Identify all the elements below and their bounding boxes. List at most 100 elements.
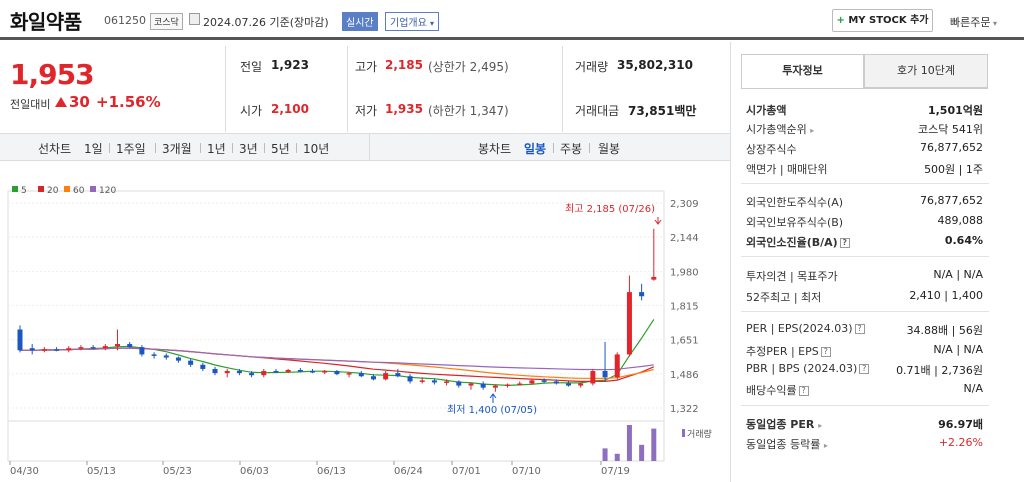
par-value: 500원 | 1주 [924,163,983,176]
realtime-button[interactable]: 실시간 [342,12,378,31]
candle-body [626,292,632,355]
candle-body [407,376,413,382]
candle-body [66,348,72,351]
corp-overview-dropdown[interactable]: 기업개요 ▾ [385,12,440,31]
y-tick-label: 2,309 [670,199,699,210]
industry-per-value: 96.97배 [938,418,983,431]
legend-label: 60 [73,186,85,196]
high-label: 고가 [355,60,378,74]
week52-value: 2,410 | 1,400 [909,289,983,302]
prev-close-label: 전일 [240,60,263,74]
candle-body [578,383,584,386]
pbr-label: PBR | BPS (2024.03)? [746,362,870,375]
candle-body [310,371,316,373]
candle-daily[interactable]: 일봉 [524,142,547,156]
candle-body [249,373,255,376]
par-label: 액면가 | 매매단위 [746,163,828,176]
candle-body [224,371,230,374]
shares-label: 상장주식수 [746,143,797,156]
foreign-hold-label: 외국인보유주식수(B) [746,216,844,229]
change-amount: 30 [69,93,90,111]
period-bar [0,133,730,161]
y-tick-label: 1,486 [670,370,699,381]
candle-body [200,364,206,369]
max-price-annotation: 최고 2,185 (07/26) [565,203,655,215]
volume-bar [626,425,632,461]
low-value: 1,935 [385,102,423,116]
candle-chart-label[interactable]: 봉차트 [478,142,512,156]
x-tick-label: 05/23 [163,466,192,477]
foreign-hold-value: 489,088 [937,214,984,227]
candle-monthly[interactable]: 월봉 [598,142,621,156]
high-value: 2,185 [385,58,423,72]
separator [553,143,554,153]
open-value: 2,100 [271,102,309,116]
moving-average-line [20,347,654,371]
period-1y[interactable]: 1년 [207,142,226,156]
candle-body [553,381,559,384]
candle-body [322,371,328,373]
period-3y[interactable]: 3년 [239,142,258,156]
candle-body [163,355,169,358]
volume-legend-swatch [682,429,685,437]
candle-body [468,383,474,386]
chevron-down-icon: ▾ [430,19,435,28]
industry-rate-value: +2.26% [938,436,983,449]
trade-value: 73,851백만 [628,104,697,118]
lower-limit: (하한가 1,347) [428,104,509,118]
divider [347,46,348,132]
separator [200,143,201,153]
help-icon[interactable]: ? [798,386,809,396]
candle-body [17,329,23,351]
x-tick-label: 04/30 [10,466,39,477]
invest-info-panel [730,42,1024,482]
candle-body [102,346,108,349]
quick-order-dropdown[interactable]: 빠른주문 ▾ [950,14,997,30]
x-tick-label: 05/13 [87,466,116,477]
moving-average-line [20,319,655,387]
period-1w[interactable]: 1주일 [116,142,146,156]
help-icon[interactable]: ? [820,347,831,357]
corp-overview-label: 기업개요 [390,18,427,29]
foreign-limit-value: 76,877,652 [920,194,983,207]
rank-label[interactable]: 시가총액순위 ▸ [746,123,815,136]
legend-label: 20 [47,186,59,196]
candle-body [541,380,547,382]
stock-code: 061250 [104,14,146,27]
upper-limit: (상한가 2,495) [428,60,509,74]
candle-body [285,369,291,373]
pbr-value: 0.71배 | 2,736원 [896,364,983,377]
period-5y[interactable]: 5년 [271,142,290,156]
candle-body [212,368,218,374]
stock-header [0,0,1024,40]
candle-body [590,371,596,384]
period-3m[interactable]: 3개월 [162,142,192,156]
candle-body [444,381,450,383]
tab-invest-info[interactable]: 투자정보 [741,54,864,88]
period-1d[interactable]: 1일 [84,142,103,156]
up-arrow-icon [489,393,497,403]
candle-body [383,373,389,380]
help-icon[interactable]: ? [859,364,870,374]
line-chart-label[interactable]: 선차트 [38,142,72,156]
y-tick-label: 2,144 [670,233,699,244]
divider [369,133,370,161]
shares-value: 76,877,652 [920,141,983,154]
prev-close-value: 1,923 [271,58,309,72]
candle-body [115,344,121,347]
industry-per-label[interactable]: 동일업종 PER ▸ [746,418,823,431]
legend-swatch [38,186,44,192]
price-chart[interactable]: 2,309 2,144 1,980 1,815 1,651 1,486 1,322 5 20 60… [0,161,730,482]
divider [562,46,563,132]
candle-body [236,371,242,374]
candle-weekly[interactable]: 주봉 [560,142,583,156]
help-icon[interactable]: ? [839,238,850,248]
candle-body [41,349,47,351]
industry-rate-label[interactable]: 동일업종 등락률 ▸ [746,438,828,451]
period-10y[interactable]: 10년 [303,142,330,156]
add-mystock-button[interactable]: + MY STOCK 추가 [832,9,933,32]
help-icon[interactable]: ? [854,324,865,334]
tab-quote-10[interactable]: 호가 10단계 [864,54,988,88]
volume-area [7,420,665,462]
stock-name: 화일약품 [10,10,82,34]
